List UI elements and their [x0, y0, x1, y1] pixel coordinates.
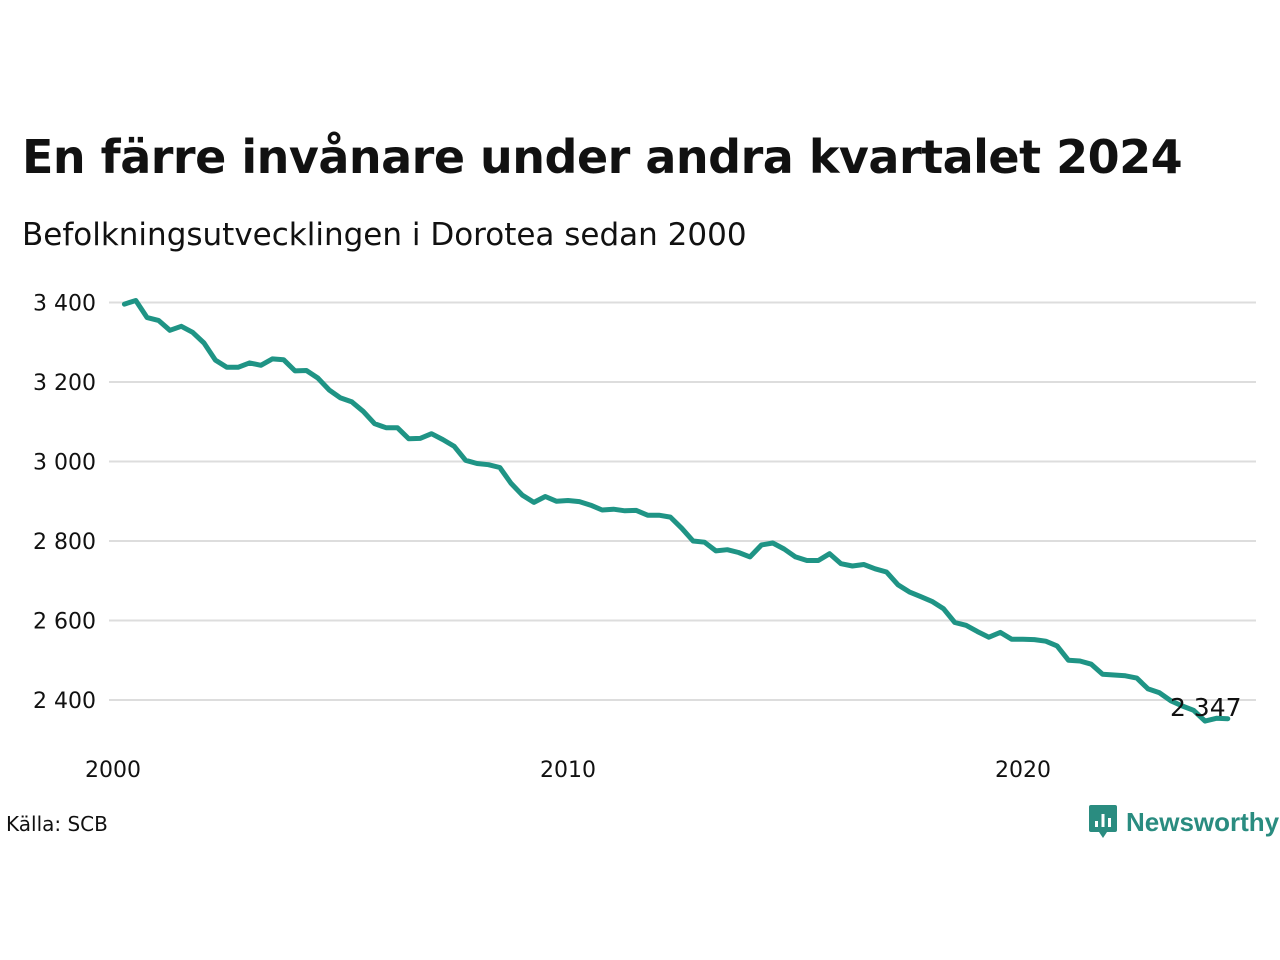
grid-lines [109, 301, 1256, 701]
series-layer [121, 298, 1231, 724]
y-tick-label: 3 000 [33, 451, 96, 476]
series-line-0 [121, 298, 1231, 724]
chart-title: En färre invånare under andra kvartalet … [22, 130, 1183, 184]
brand-name: Newsworthy [1126, 806, 1280, 837]
source-note: Källa: SCB [6, 812, 108, 836]
bar-chart-speech-bubble-icon [1089, 805, 1117, 838]
y-tick-label: 3 200 [33, 371, 96, 396]
y-axis-tick-labels: 2 400 2 600 2 800 3 000 3 200 3 400 [33, 292, 96, 715]
y-tick-label: 2 600 [33, 610, 96, 635]
end-value-label: 2 347 [1170, 693, 1242, 722]
x-tick-label: 2020 [995, 758, 1051, 783]
x-axis-tick-labels: 2000 2010 2020 [85, 758, 1051, 783]
y-tick-label: 3 400 [33, 292, 96, 317]
chart-subtitle: Befolkningsutvecklingen i Dorotea sedan … [22, 217, 747, 253]
y-tick-label: 2 800 [33, 530, 96, 555]
brand-logo: Newsworthy [1088, 804, 1279, 840]
y-tick-label: 2 400 [33, 689, 96, 714]
data-labels: 2 347 [1170, 693, 1242, 722]
x-tick-label: 2000 [85, 758, 141, 783]
x-tick-label: 2010 [540, 758, 596, 783]
